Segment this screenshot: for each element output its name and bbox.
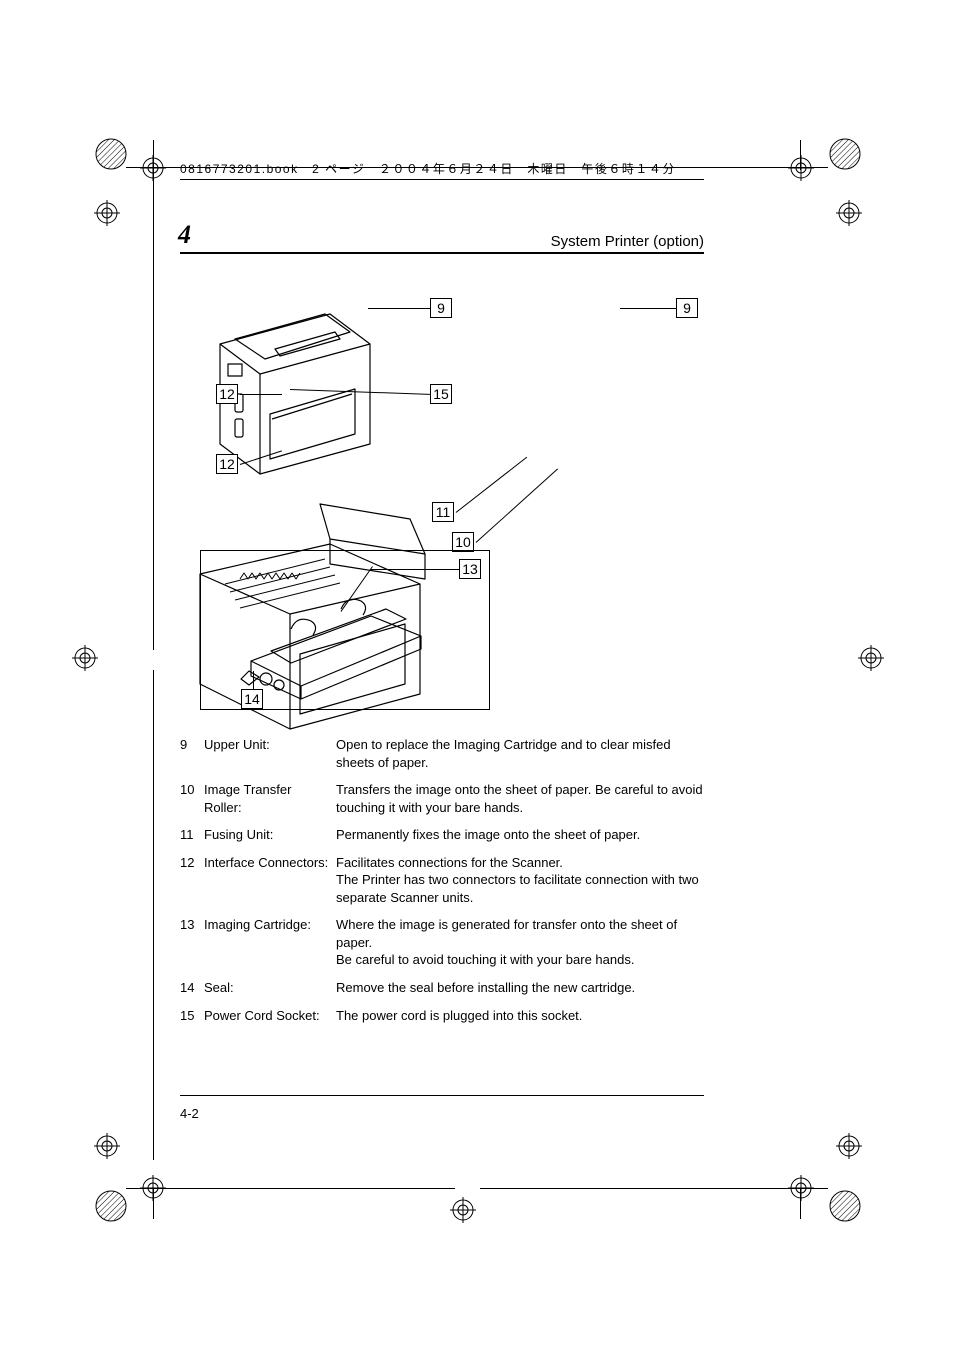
cropline (798, 167, 828, 168)
leader-line (253, 671, 254, 689)
crosshair-icon (836, 1133, 862, 1159)
cropline (480, 1188, 800, 1189)
section-header: 4 System Printer (option) (180, 220, 704, 254)
parts-num: 14 (180, 979, 204, 997)
printer-closed-diagram (180, 284, 390, 484)
crosshair-icon (836, 200, 862, 226)
crosshair-icon (450, 1197, 476, 1223)
parts-num: 15 (180, 1007, 204, 1025)
parts-desc: Where the image is generated for transfe… (336, 916, 704, 969)
parts-row: 14 Seal: Remove the seal before installi… (180, 979, 704, 997)
callout-9: 9 (430, 298, 452, 318)
cropline (126, 1188, 156, 1189)
regball-icon (94, 137, 128, 171)
parts-row: 9 Upper Unit: Open to replace the Imagin… (180, 736, 704, 771)
callout-13: 13 (459, 559, 481, 579)
regball-icon (94, 1189, 128, 1223)
cropline (800, 1189, 801, 1219)
leader-line (240, 394, 282, 395)
cropline (153, 170, 154, 650)
parts-num: 9 (180, 736, 204, 754)
parts-name: Fusing Unit: (204, 826, 336, 844)
section-title: System Printer (option) (551, 233, 704, 250)
leader-line (620, 308, 676, 309)
parts-name: Seal: (204, 979, 336, 997)
parts-desc: Open to replace the Imaging Cartridge an… (336, 736, 704, 771)
parts-row: 13 Imaging Cartridge: Where the image is… (180, 916, 704, 969)
footer: 4-2 (180, 1095, 704, 1121)
callout-12: 12 (216, 384, 238, 404)
cropline (155, 1188, 455, 1189)
cropline (126, 167, 156, 168)
parts-name: Image Transfer Roller: (204, 781, 336, 816)
parts-desc: Facilitates connections for the Scanner.… (336, 854, 704, 907)
crosshair-icon (94, 200, 120, 226)
callout-12: 12 (216, 454, 238, 474)
cropline (153, 670, 154, 1160)
parts-num: 10 (180, 781, 204, 799)
callout-11: 11 (432, 502, 454, 522)
parts-num: 12 (180, 854, 204, 872)
cartridge-diagram (231, 571, 441, 701)
regball-icon (828, 1189, 862, 1223)
parts-name: Imaging Cartridge: (204, 916, 336, 934)
page: 0816773201.book 2 ページ ２００４年６月２４日 木曜日 午後６… (0, 0, 954, 1351)
parts-name: Upper Unit: (204, 736, 336, 754)
cropline (798, 1188, 828, 1189)
content-area: 0816773201.book 2 ページ ２００４年６月２４日 木曜日 午後６… (180, 160, 704, 1121)
leader-line (476, 469, 559, 543)
cropline (800, 140, 801, 170)
crosshair-icon (858, 645, 884, 671)
parts-row: 10 Image Transfer Roller: Transfers the … (180, 781, 704, 816)
callout-14: 14 (241, 689, 263, 709)
cartridge-diagram-box: 13 14 (200, 550, 490, 710)
diagram-row: 9 12 12 15 (180, 284, 704, 544)
leader-line (371, 569, 459, 570)
leader-line (368, 308, 430, 309)
file-info-header: 0816773201.book 2 ページ ２００４年６月２４日 木曜日 午後６… (180, 160, 704, 180)
parts-name: Interface Connectors: (204, 854, 336, 872)
parts-num: 11 (180, 826, 204, 844)
chapter-number: 4 (178, 220, 191, 250)
parts-desc: Permanently fixes the image onto the she… (336, 826, 704, 844)
parts-desc: Transfers the image onto the sheet of pa… (336, 781, 704, 816)
regball-icon (828, 137, 862, 171)
callout-15: 15 (430, 384, 452, 404)
cropline (153, 1189, 154, 1219)
page-number: 4-2 (180, 1106, 199, 1121)
parts-row: 11 Fusing Unit: Permanently fixes the im… (180, 826, 704, 844)
parts-num: 13 (180, 916, 204, 934)
cropline (153, 140, 154, 170)
callout-9: 9 (676, 298, 698, 318)
parts-list: 9 Upper Unit: Open to replace the Imagin… (180, 736, 704, 1024)
crosshair-icon (94, 1133, 120, 1159)
parts-desc: The power cord is plugged into this sock… (336, 1007, 704, 1025)
parts-row: 15 Power Cord Socket: The power cord is … (180, 1007, 704, 1025)
callout-10: 10 (452, 532, 474, 552)
parts-desc: Remove the seal before installing the ne… (336, 979, 704, 997)
parts-row: 12 Interface Connectors: Facilitates con… (180, 854, 704, 907)
parts-name: Power Cord Socket: (204, 1007, 336, 1025)
crosshair-icon (72, 645, 98, 671)
